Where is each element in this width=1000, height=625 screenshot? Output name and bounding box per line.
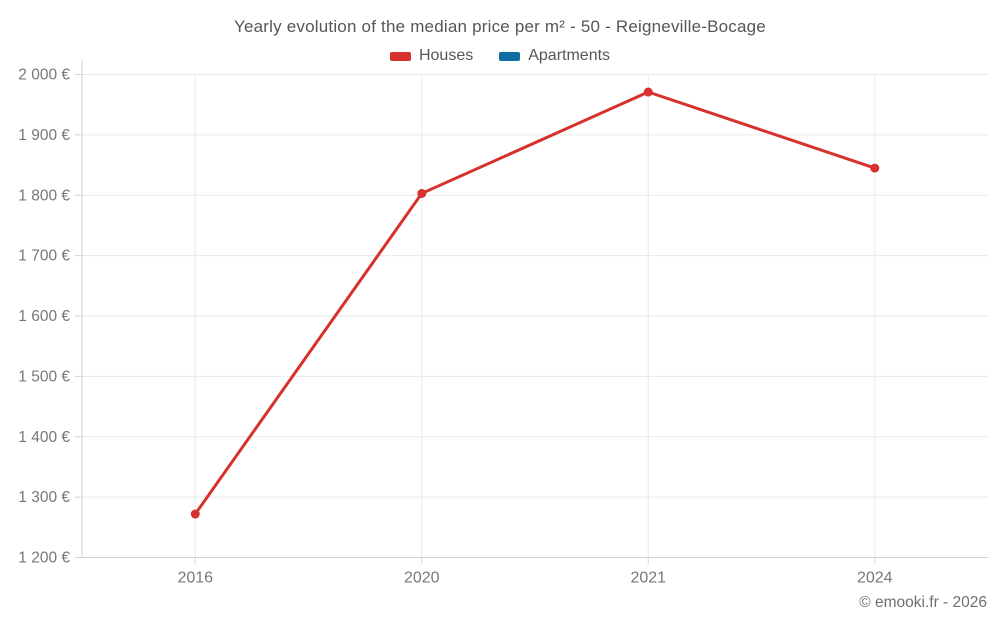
y-tick-label: 1 400 € — [18, 429, 70, 446]
x-tick-label: 2016 — [177, 570, 213, 587]
legend-item-apartments[interactable]: Apartments — [499, 47, 610, 65]
y-tick-label: 1 300 € — [18, 489, 70, 506]
y-tick-label: 1 900 € — [18, 127, 70, 144]
y-tick-label: 1 600 € — [18, 308, 70, 325]
houses-data-point[interactable] — [643, 87, 653, 97]
houses-data-point[interactable] — [870, 163, 880, 173]
y-tick-label: 1 200 € — [18, 550, 70, 567]
chart-header: Yearly evolution of the median price per… — [0, 0, 1000, 65]
y-tick-label: 1 800 € — [18, 187, 70, 204]
apartments-legend-swatch-icon — [499, 51, 521, 61]
houses-series-line — [193, 90, 877, 516]
houses-data-point[interactable] — [417, 188, 427, 198]
copyright-footer: © emooki.fr - 2026 — [859, 594, 987, 611]
y-tick-label: 1 700 € — [18, 248, 70, 265]
legend-label-houses: Houses — [418, 47, 474, 64]
chart-legend: Houses Apartments — [0, 47, 1000, 65]
legend-label-apartments: Apartments — [528, 47, 611, 64]
houses-data-point[interactable] — [190, 509, 200, 519]
y-tick-label: 2 000 € — [18, 67, 70, 84]
x-tick-label: 2021 — [630, 570, 666, 587]
chart-title: Yearly evolution of the median price per… — [234, 17, 766, 36]
x-tick-label: 2024 — [857, 570, 893, 587]
legend-item-houses[interactable]: Houses — [389, 47, 474, 65]
houses-legend-swatch-icon — [389, 51, 411, 61]
y-tick-label: 1 500 € — [18, 368, 70, 385]
x-tick-label: 2020 — [404, 570, 440, 587]
